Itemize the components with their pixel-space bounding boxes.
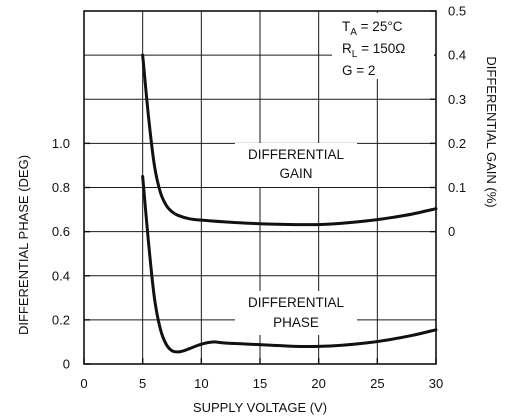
y-right-axis-title: DIFFERENTIAL GAIN (%) [484,56,499,207]
y-right-tick-label: 0.4 [448,48,466,63]
x-tick-label: 25 [370,376,384,391]
conditions-box: TA = 25°C RL = 150Ω G = 2 [332,13,434,79]
curve-label-text: PHASE [273,315,319,330]
x-tick-label: 20 [311,376,325,391]
y-right-tick-label: 0.3 [448,92,466,107]
y-left-tick-label: 0.6 [52,224,70,239]
differential-gain-line [141,53,438,227]
curve-label-text: DIFFERENTIAL [248,295,345,310]
x-tick-label: 0 [80,376,87,391]
y-right-tick-labels: 0 0.1 0.2 0.3 0.4 0.5 [448,4,466,240]
y-left-tick-label: 0.8 [52,180,70,195]
plot-frame [83,10,437,365]
curve-label-text: DIFFERENTIAL [248,147,345,162]
y-left-axis-title: DIFFERENTIAL PHASE (DEG) [16,155,31,335]
y-left-tick-label: 0 [63,357,70,372]
x-tick-label: 10 [194,376,208,391]
curve-label-background [235,291,357,335]
y-left-tick-label: 1.0 [52,136,70,151]
x-tick-label: 5 [139,376,146,391]
y-left-tick-label: 0.4 [52,268,70,283]
condition-text: G = 2 [342,63,375,78]
x-tick-label: 15 [253,376,267,391]
x-axis-title: SUPPLY VOLTAGE (V) [193,400,327,415]
y-left-tick-label: 0.2 [52,312,70,327]
curve-labels: DIFFERENTIAL GAIN DIFFERENTIAL PHASE [235,143,357,335]
y-right-tick-label: 0.2 [448,136,466,151]
condition-text: TA = 25°C [342,19,403,38]
y-left-tick-labels: 0 0.2 0.4 0.6 0.8 1.0 [52,136,70,372]
y-right-tick-label: 0 [448,224,455,239]
y-right-tick-label: 0.1 [448,180,466,195]
curve-label-text: GAIN [279,166,312,181]
x-tick-labels: 0 5 10 15 20 25 30 [80,376,443,391]
differential-phase-line [141,174,438,354]
x-tick-label: 30 [429,376,443,391]
curve-label-background [235,143,357,187]
condition-text: RL = 150Ω [342,41,405,60]
y-right-tick-label: 0.5 [448,4,466,19]
series-group [141,53,438,354]
conditions-background [332,13,434,79]
